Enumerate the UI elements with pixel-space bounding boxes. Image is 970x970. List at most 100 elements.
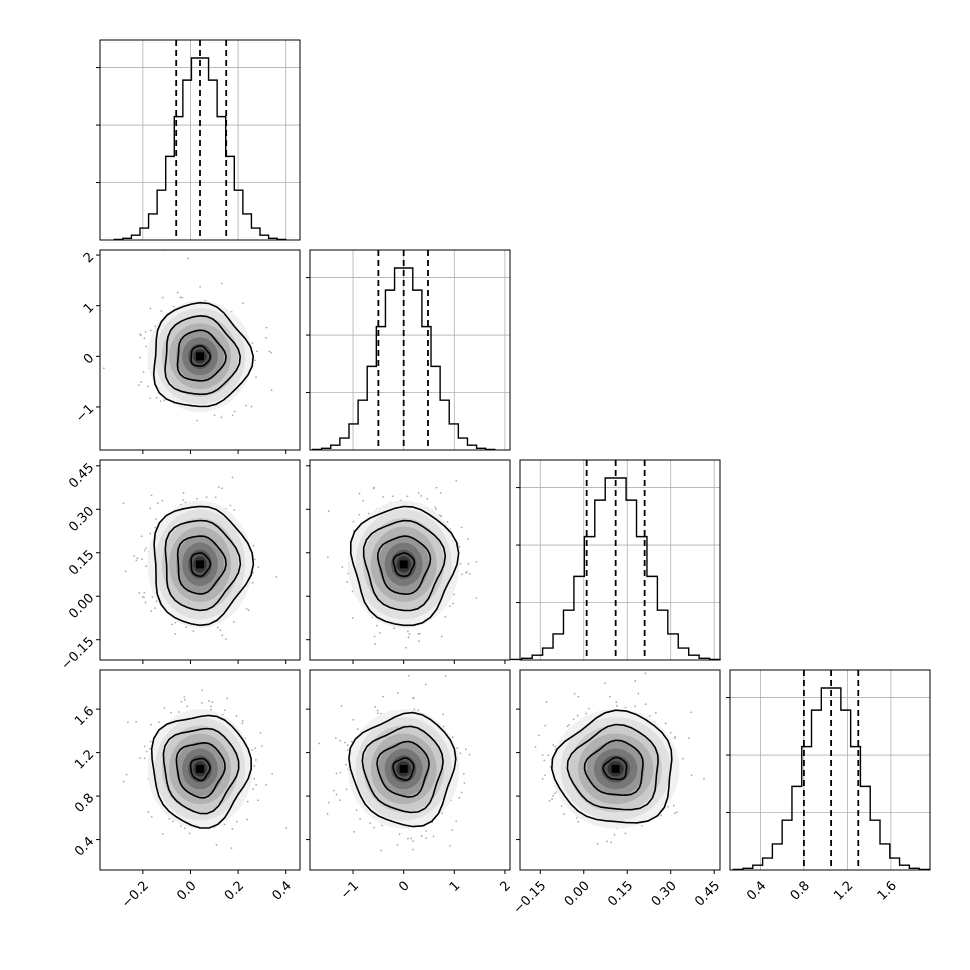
contour-1 (362, 519, 447, 612)
scatter-point (426, 497, 429, 500)
scatter-point (192, 630, 195, 633)
scatter-point (220, 282, 223, 285)
scatter-point (407, 837, 409, 840)
scatter-point (184, 827, 186, 830)
scatter-point (475, 597, 478, 599)
scatter-point (439, 492, 442, 494)
x-tick-label: 1.6 (875, 878, 900, 903)
contour-0 (349, 505, 460, 627)
contour-1 (164, 519, 242, 612)
scatter-point (412, 697, 415, 700)
scatter-point (444, 675, 447, 677)
scatter-point (351, 617, 354, 619)
scatter-point (247, 609, 250, 612)
scatter-point (271, 772, 274, 775)
scatter-point (615, 701, 618, 704)
scatter-point (221, 487, 223, 490)
scatter-point (541, 777, 544, 780)
scatter-point (205, 496, 208, 499)
scatter-point (667, 805, 669, 808)
scatter-point (150, 494, 153, 497)
scatter-point (251, 581, 254, 584)
panel-frame (99, 669, 301, 871)
scatter-point (145, 750, 148, 753)
contour-1 (162, 727, 240, 815)
scatter-point (138, 591, 141, 594)
scatter-point (373, 635, 376, 638)
scatter-point (435, 486, 438, 489)
y-tick-label: 0.4 (72, 834, 97, 859)
y-tick-label: 0.15 (66, 547, 97, 578)
scatter-point (552, 744, 555, 746)
scatter-point (562, 813, 565, 815)
scatter-point (142, 596, 145, 599)
scatter-point (462, 773, 465, 775)
scatter-point (547, 754, 550, 757)
scatter-point (155, 600, 158, 603)
histogram-steps (311, 267, 496, 451)
scatter-point (246, 800, 249, 803)
scatter-point (353, 830, 356, 833)
y-tick-label: 1 (81, 300, 97, 316)
panel-frame (99, 459, 301, 661)
scatter-point (552, 794, 555, 797)
x-tick-label: −1 (338, 878, 362, 902)
scatter-point (460, 791, 463, 794)
scatter-point (346, 749, 349, 752)
panel-frame (309, 249, 511, 451)
x-tick-label: 0.15 (605, 878, 636, 909)
scatter-point (412, 848, 415, 851)
scatter-point (125, 773, 128, 776)
histogram-steps (510, 477, 721, 661)
scatter-point (144, 330, 147, 333)
scatter-point (186, 705, 189, 708)
scatter-point (161, 832, 164, 835)
scatter-point (154, 526, 157, 529)
scatter-point (159, 400, 162, 403)
scatter-point (545, 701, 548, 703)
scatter-point (170, 623, 173, 626)
scatter-point (270, 389, 273, 392)
scatter-point (259, 732, 262, 734)
scatter-point (180, 700, 183, 703)
panel-frame (519, 459, 721, 661)
scatter-point (139, 757, 141, 760)
scatter-point (179, 296, 182, 299)
scatter-point (220, 416, 223, 419)
scatter-point (252, 544, 255, 547)
density-peak (611, 764, 620, 773)
contour-2 (377, 535, 432, 595)
scatter-point (172, 305, 175, 308)
x-tick-label: 0.45 (692, 878, 723, 909)
scatter-point (245, 608, 248, 610)
scatter-point (379, 632, 382, 634)
scatter-point (606, 840, 608, 843)
scatter-point (425, 837, 428, 840)
scatter-point (410, 837, 412, 840)
scatter-point (257, 799, 259, 802)
scatter-point (187, 257, 189, 260)
density-panel-3-1 (306, 669, 511, 874)
scatter-point (215, 843, 218, 846)
scatter-point (176, 291, 179, 294)
scatter-point (672, 804, 675, 807)
scatter-point (376, 709, 379, 712)
scatter-point (382, 496, 385, 498)
scatter-point (214, 496, 217, 499)
scatter-point (634, 705, 637, 708)
scatter-point (380, 849, 383, 852)
scatter-point (150, 815, 153, 818)
scatter-point (391, 495, 394, 498)
scatter-point (143, 757, 146, 760)
scatter-point (339, 771, 342, 774)
y-tick-label: 0 (81, 351, 97, 367)
scatter-point (424, 683, 427, 686)
scatter-point (161, 296, 164, 299)
scatter-point (703, 777, 705, 780)
scatter-point (624, 706, 627, 709)
scatter-point (345, 788, 348, 791)
scatter-point (451, 829, 454, 831)
scatter-point (407, 630, 409, 633)
scatter-point (352, 718, 355, 721)
